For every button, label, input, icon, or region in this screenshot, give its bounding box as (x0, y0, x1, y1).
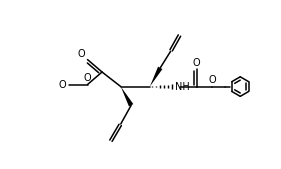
Polygon shape (150, 67, 162, 87)
Text: O: O (193, 58, 200, 68)
Text: O: O (59, 79, 66, 90)
Text: O: O (209, 75, 216, 85)
Text: O: O (78, 49, 85, 58)
Polygon shape (121, 87, 133, 106)
Text: O: O (84, 73, 91, 83)
Text: NH: NH (175, 82, 189, 92)
